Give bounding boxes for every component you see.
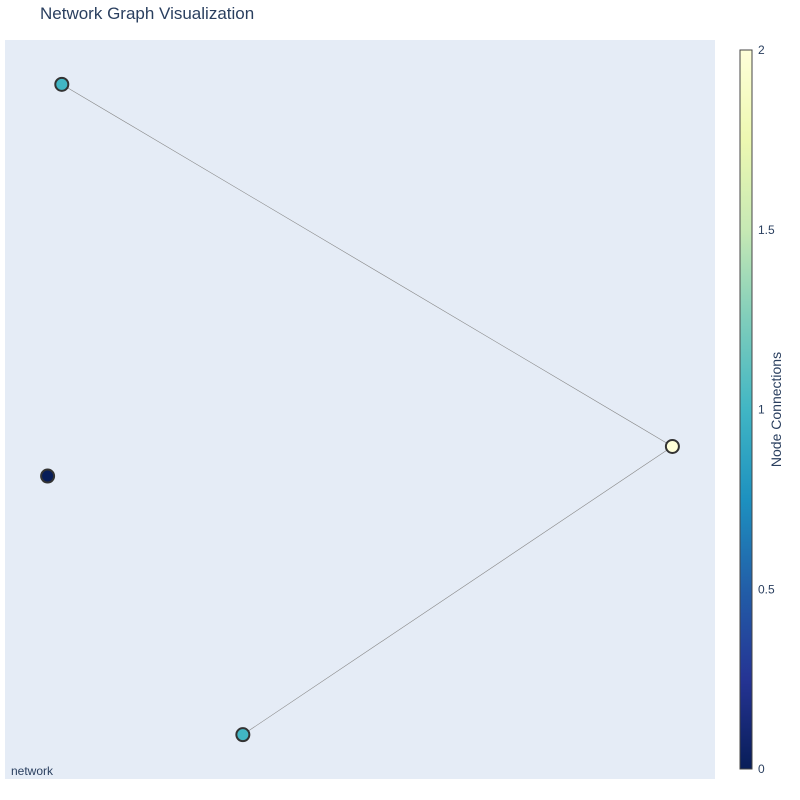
edge-line	[242, 446, 673, 735]
colorbar-ticks: 0 0.5 1 1.5 2	[758, 43, 775, 776]
edges-layer	[61, 84, 673, 735]
node-point[interactable]	[40, 468, 56, 484]
node-point[interactable]	[664, 438, 680, 454]
chart-title: Network Graph Visualization	[40, 4, 255, 23]
node-point[interactable]	[54, 76, 70, 92]
colorbar-tick-label: 1.5	[758, 223, 775, 237]
colorbar-tick-label: 1	[758, 403, 765, 417]
colorbar-tick-label: 2	[758, 43, 765, 57]
colorbar-tick-label: 0	[758, 762, 765, 776]
colorbar-tick-label: 0.5	[758, 582, 775, 596]
edge-line	[61, 84, 673, 447]
plot-background	[5, 40, 715, 779]
nodes-layer	[40, 76, 680, 743]
node-point[interactable]	[235, 727, 251, 743]
colorbar	[739, 49, 753, 770]
plot-annotation: network	[11, 764, 54, 778]
colorbar-title: Node Connections	[768, 352, 784, 467]
